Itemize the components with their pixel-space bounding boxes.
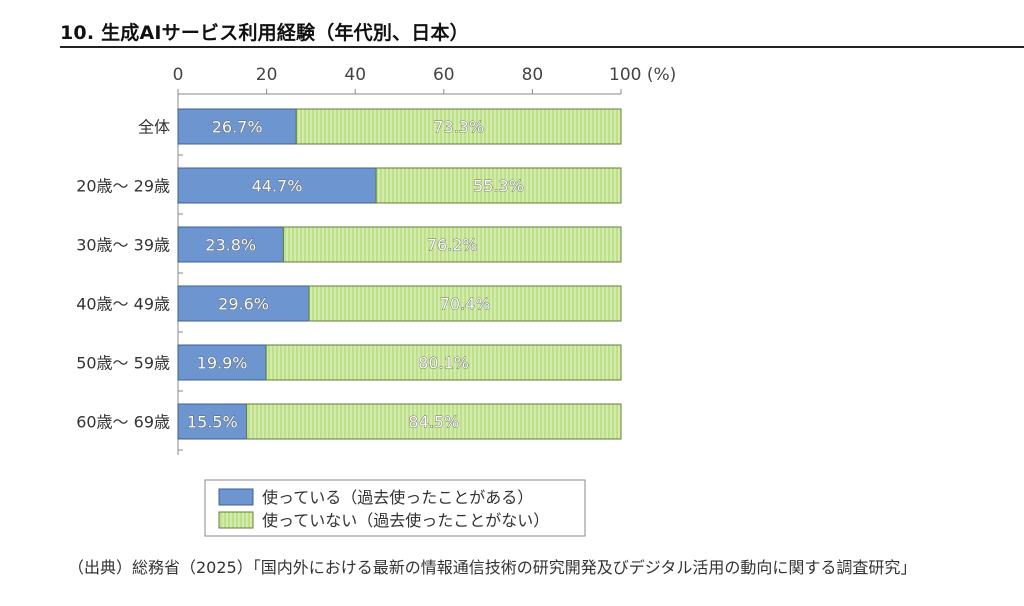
x-tick-label: 60: [433, 65, 455, 85]
category-label: 40歳〜 49歳: [76, 295, 170, 314]
data-label-not-using: 80.1%: [418, 354, 469, 373]
bar-not-using: [265, 344, 622, 381]
data-label-using: 26.7%: [212, 118, 263, 137]
category-label: 60歳〜 69歳: [76, 413, 170, 432]
category-label: 全体: [138, 118, 170, 137]
legend-label: 使っていない（過去使ったことがない）: [262, 511, 549, 530]
legend-swatch: [218, 488, 254, 506]
data-label-not-using: 55.3%: [473, 177, 524, 196]
data-label-using: 15.5%: [187, 413, 238, 432]
bar-area: 26.7% 73.3% 44.7% 55.3% 23.8% 76.2% 29.6% 70.4%…: [177, 108, 622, 440]
source-note: （出典）総務省（2025）「国内外における最新の情報通信技術の研究開発及びデジタ…: [68, 558, 917, 577]
x-tick-label: 20: [256, 65, 278, 85]
category-label: 30歳〜 39歳: [76, 236, 170, 255]
data-label-using: 19.9%: [197, 354, 248, 373]
bar-using: [177, 344, 267, 381]
x-axis: 0 20 40 60 80 100 (%) 全体 20歳〜 29歳 30歳〜 39歳 40歳〜 4…: [76, 65, 676, 455]
bar-not-using: [308, 285, 622, 322]
category-label: 50歳〜 59歳: [76, 354, 170, 373]
data-label-not-using: 70.4%: [440, 295, 491, 314]
data-label-not-using: 76.2%: [427, 236, 478, 255]
data-label-not-using: 84.5%: [408, 413, 459, 432]
x-tick-label: 40: [344, 65, 366, 85]
bar-using: [177, 226, 284, 263]
x-tick-label: 0: [173, 65, 184, 85]
data-label-using: 44.7%: [252, 177, 303, 196]
x-tick-label: 100 (%): [609, 65, 676, 85]
data-label-not-using: 73.3%: [433, 118, 484, 137]
legend-swatch: [218, 511, 254, 529]
heading-rule: [60, 46, 1024, 48]
legend: 使っている（過去使ったことがある） 使っていない（過去使ったことがない）: [204, 479, 586, 537]
chart-heading: 10. 生成AIサービス利用経験（年代別、日本）: [60, 22, 469, 44]
data-label-using: 29.6%: [218, 295, 269, 314]
bar-not-using: [295, 108, 622, 145]
stacked-bar-chart: 0 20 40 60 80 100 (%) 全体 20歳〜 29歳 30歳〜 39歳 40歳〜 4…: [76, 65, 676, 537]
bar-using: [177, 403, 248, 440]
data-label-using: 23.8%: [205, 236, 256, 255]
bar-using: [177, 108, 297, 145]
bar-not-using: [246, 403, 622, 440]
legend-label: 使っている（過去使ったことがある）: [262, 488, 533, 507]
bar-not-using: [375, 167, 622, 204]
x-tick-label: 80: [522, 65, 544, 85]
category-label: 20歳〜 29歳: [76, 177, 170, 196]
bar-not-using: [282, 226, 622, 263]
legend-frame: [204, 479, 586, 537]
